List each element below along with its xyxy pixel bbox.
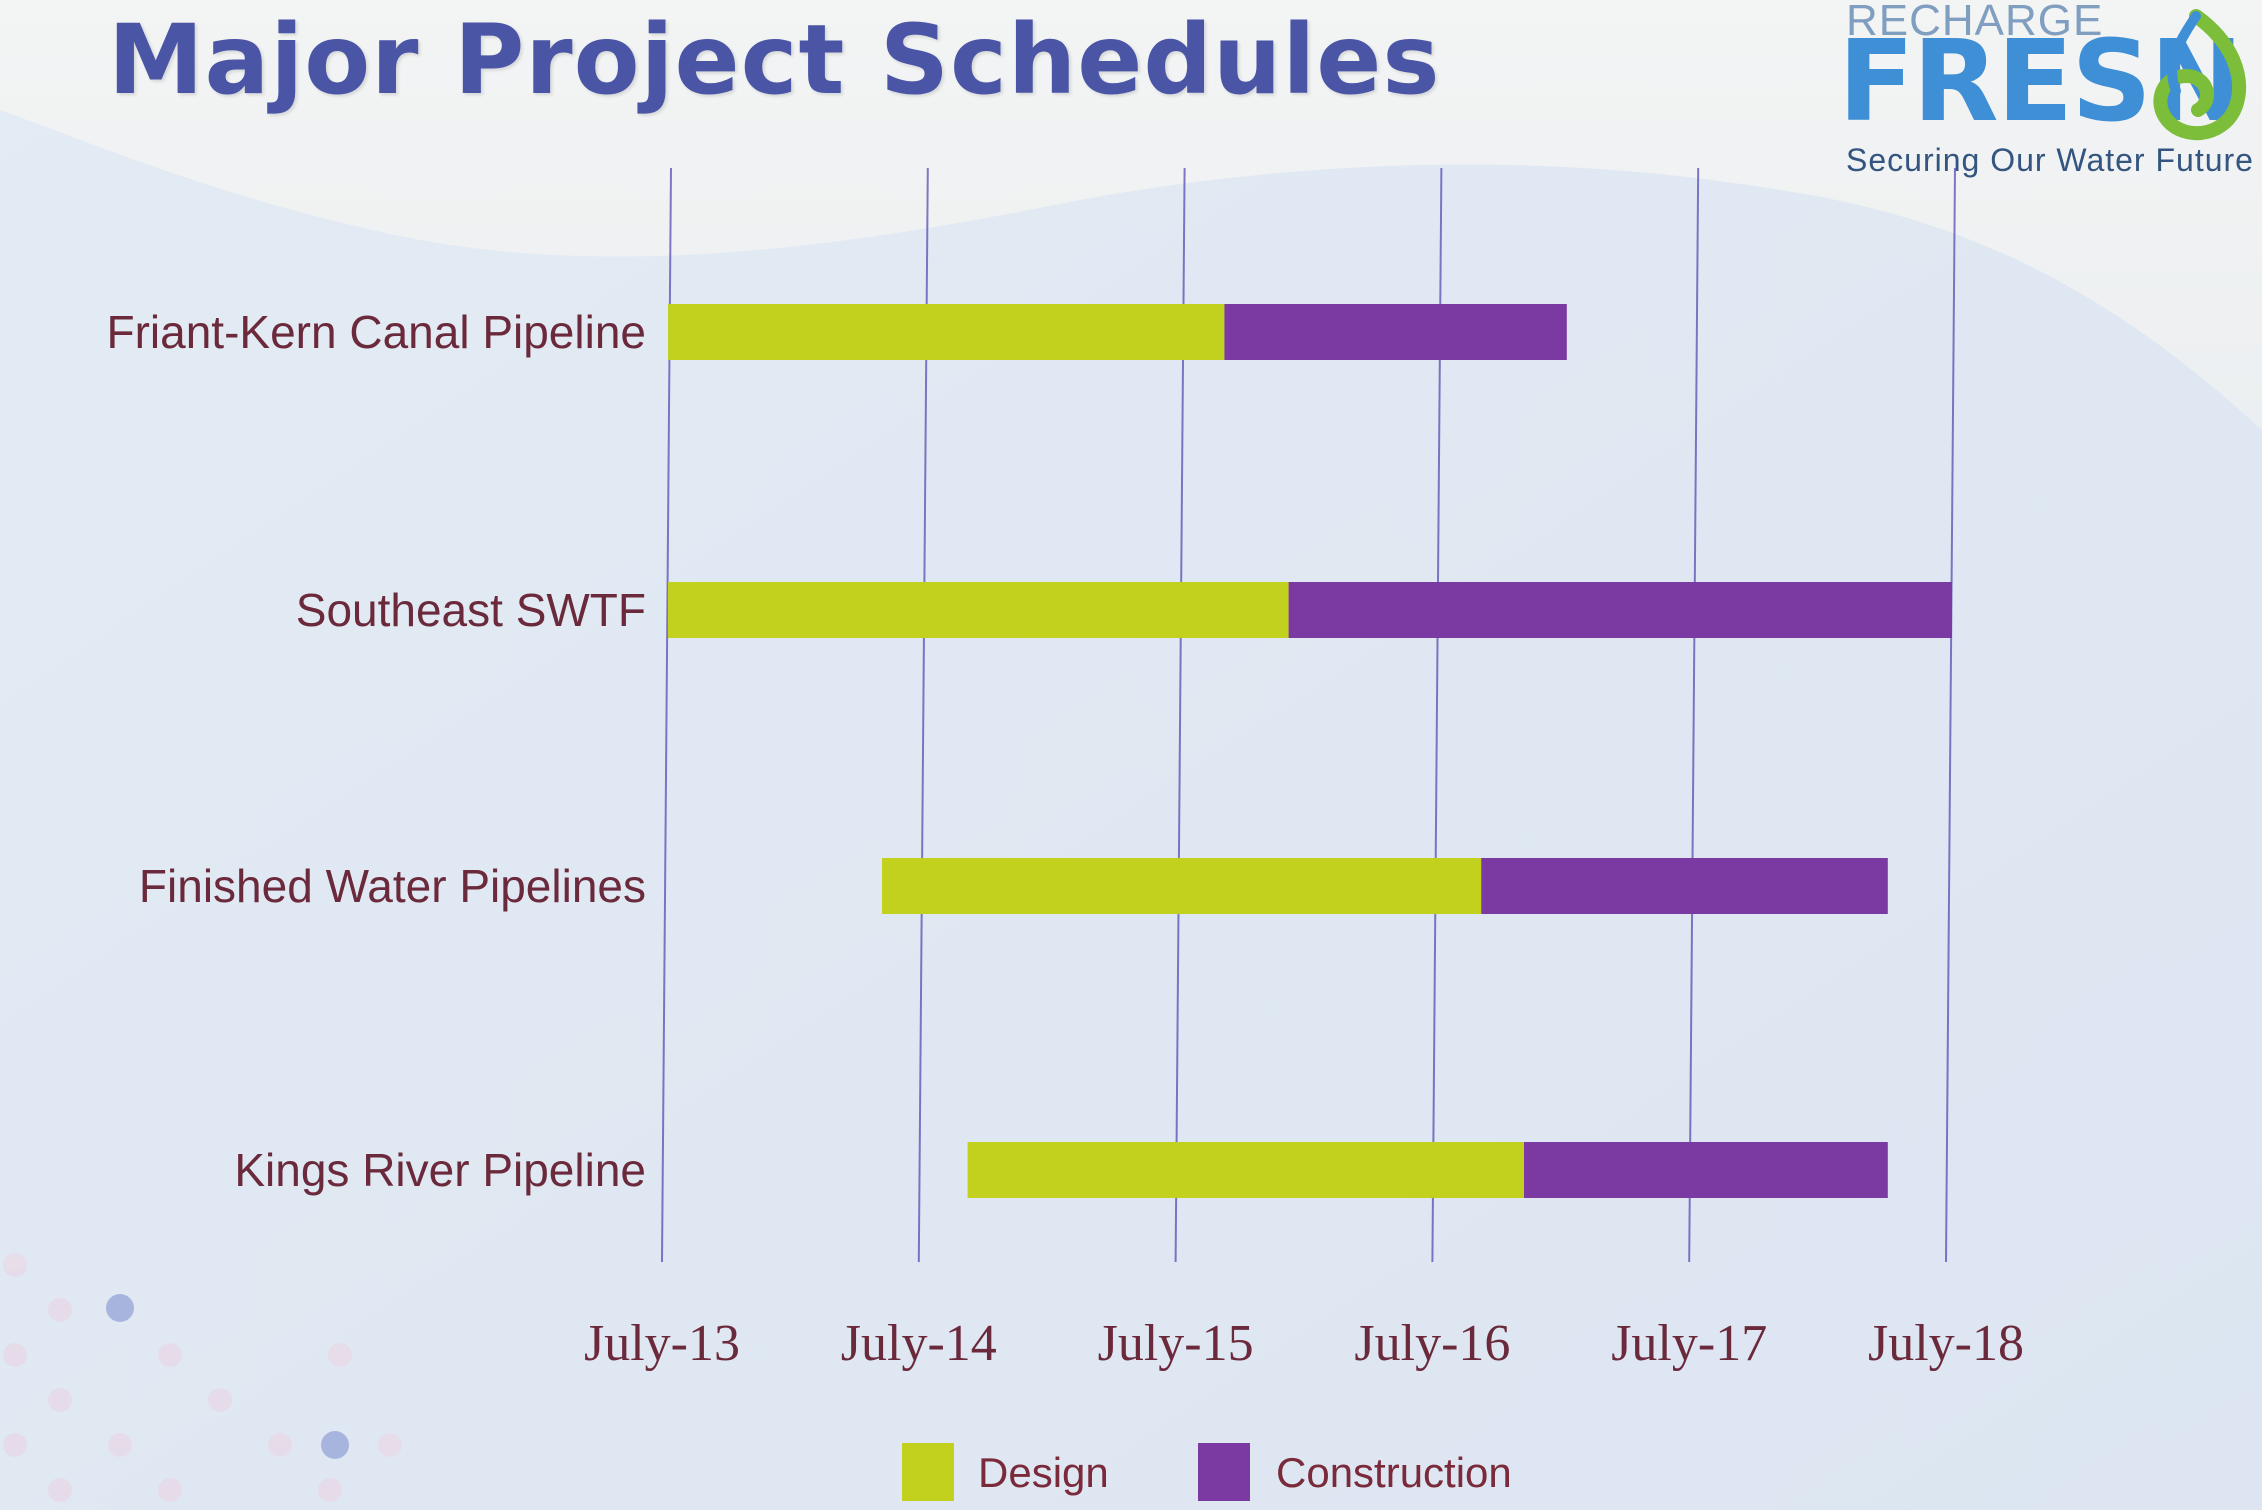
bar-design (882, 858, 1482, 914)
bar-construction (1524, 1142, 1888, 1198)
legend-swatch-construction (1198, 1443, 1250, 1501)
logo-top-text: RECHARGE (1846, 0, 2104, 45)
x-tick-label: July-16 (1354, 1315, 1510, 1372)
bar-group (668, 304, 1567, 360)
background-dot-blue (106, 1294, 134, 1322)
gridline (1945, 167, 1956, 1263)
bar-design (668, 304, 1225, 360)
category-label: Kings River Pipeline (234, 1144, 646, 1196)
legend-label-construction: Construction (1276, 1449, 1512, 1496)
category-label: Finished Water Pipelines (139, 860, 646, 912)
bar-group (668, 582, 1952, 638)
category-label: Southeast SWTF (296, 584, 646, 636)
legend: Design Construction (902, 1443, 1512, 1501)
recharge-fresno-logo: RECHARGE FRESN Securing Our Water Future (1836, 0, 2256, 185)
category-labels: Friant-Kern Canal Pipeline Southeast SWTF… (107, 306, 647, 1196)
bar-design (668, 582, 1289, 638)
gridline (1688, 167, 1700, 1263)
x-axis-tick-labels: July-13 July-14 July-15 July-16 July-17 July-… (584, 1315, 2024, 1372)
bar-group (882, 858, 1888, 914)
bar-group (967, 1142, 1888, 1198)
x-tick-label: July-15 (1098, 1315, 1254, 1372)
x-tick-label: July-14 (841, 1315, 997, 1372)
bar-construction (1481, 858, 1888, 914)
bar-construction (1224, 304, 1567, 360)
background-top-wave (0, 0, 2262, 430)
x-tick-label: July-17 (1611, 1315, 1767, 1372)
bar-construction (1288, 582, 1952, 638)
category-label: Friant-Kern Canal Pipeline (107, 306, 647, 358)
legend-label-design: Design (978, 1449, 1109, 1496)
bars (668, 304, 1952, 1198)
x-tick-label: July-13 (584, 1315, 740, 1372)
background-dot-blue (321, 1431, 349, 1459)
x-tick-label: July-18 (1868, 1315, 2024, 1372)
logo-tagline: Securing Our Water Future (1846, 142, 2254, 178)
water-swirl-icon (2153, 9, 2247, 141)
legend-swatch-design (902, 1443, 954, 1501)
page-title: Major Project Schedules (108, 4, 1441, 116)
bar-design (967, 1142, 1524, 1198)
background-dots (3, 1253, 402, 1502)
